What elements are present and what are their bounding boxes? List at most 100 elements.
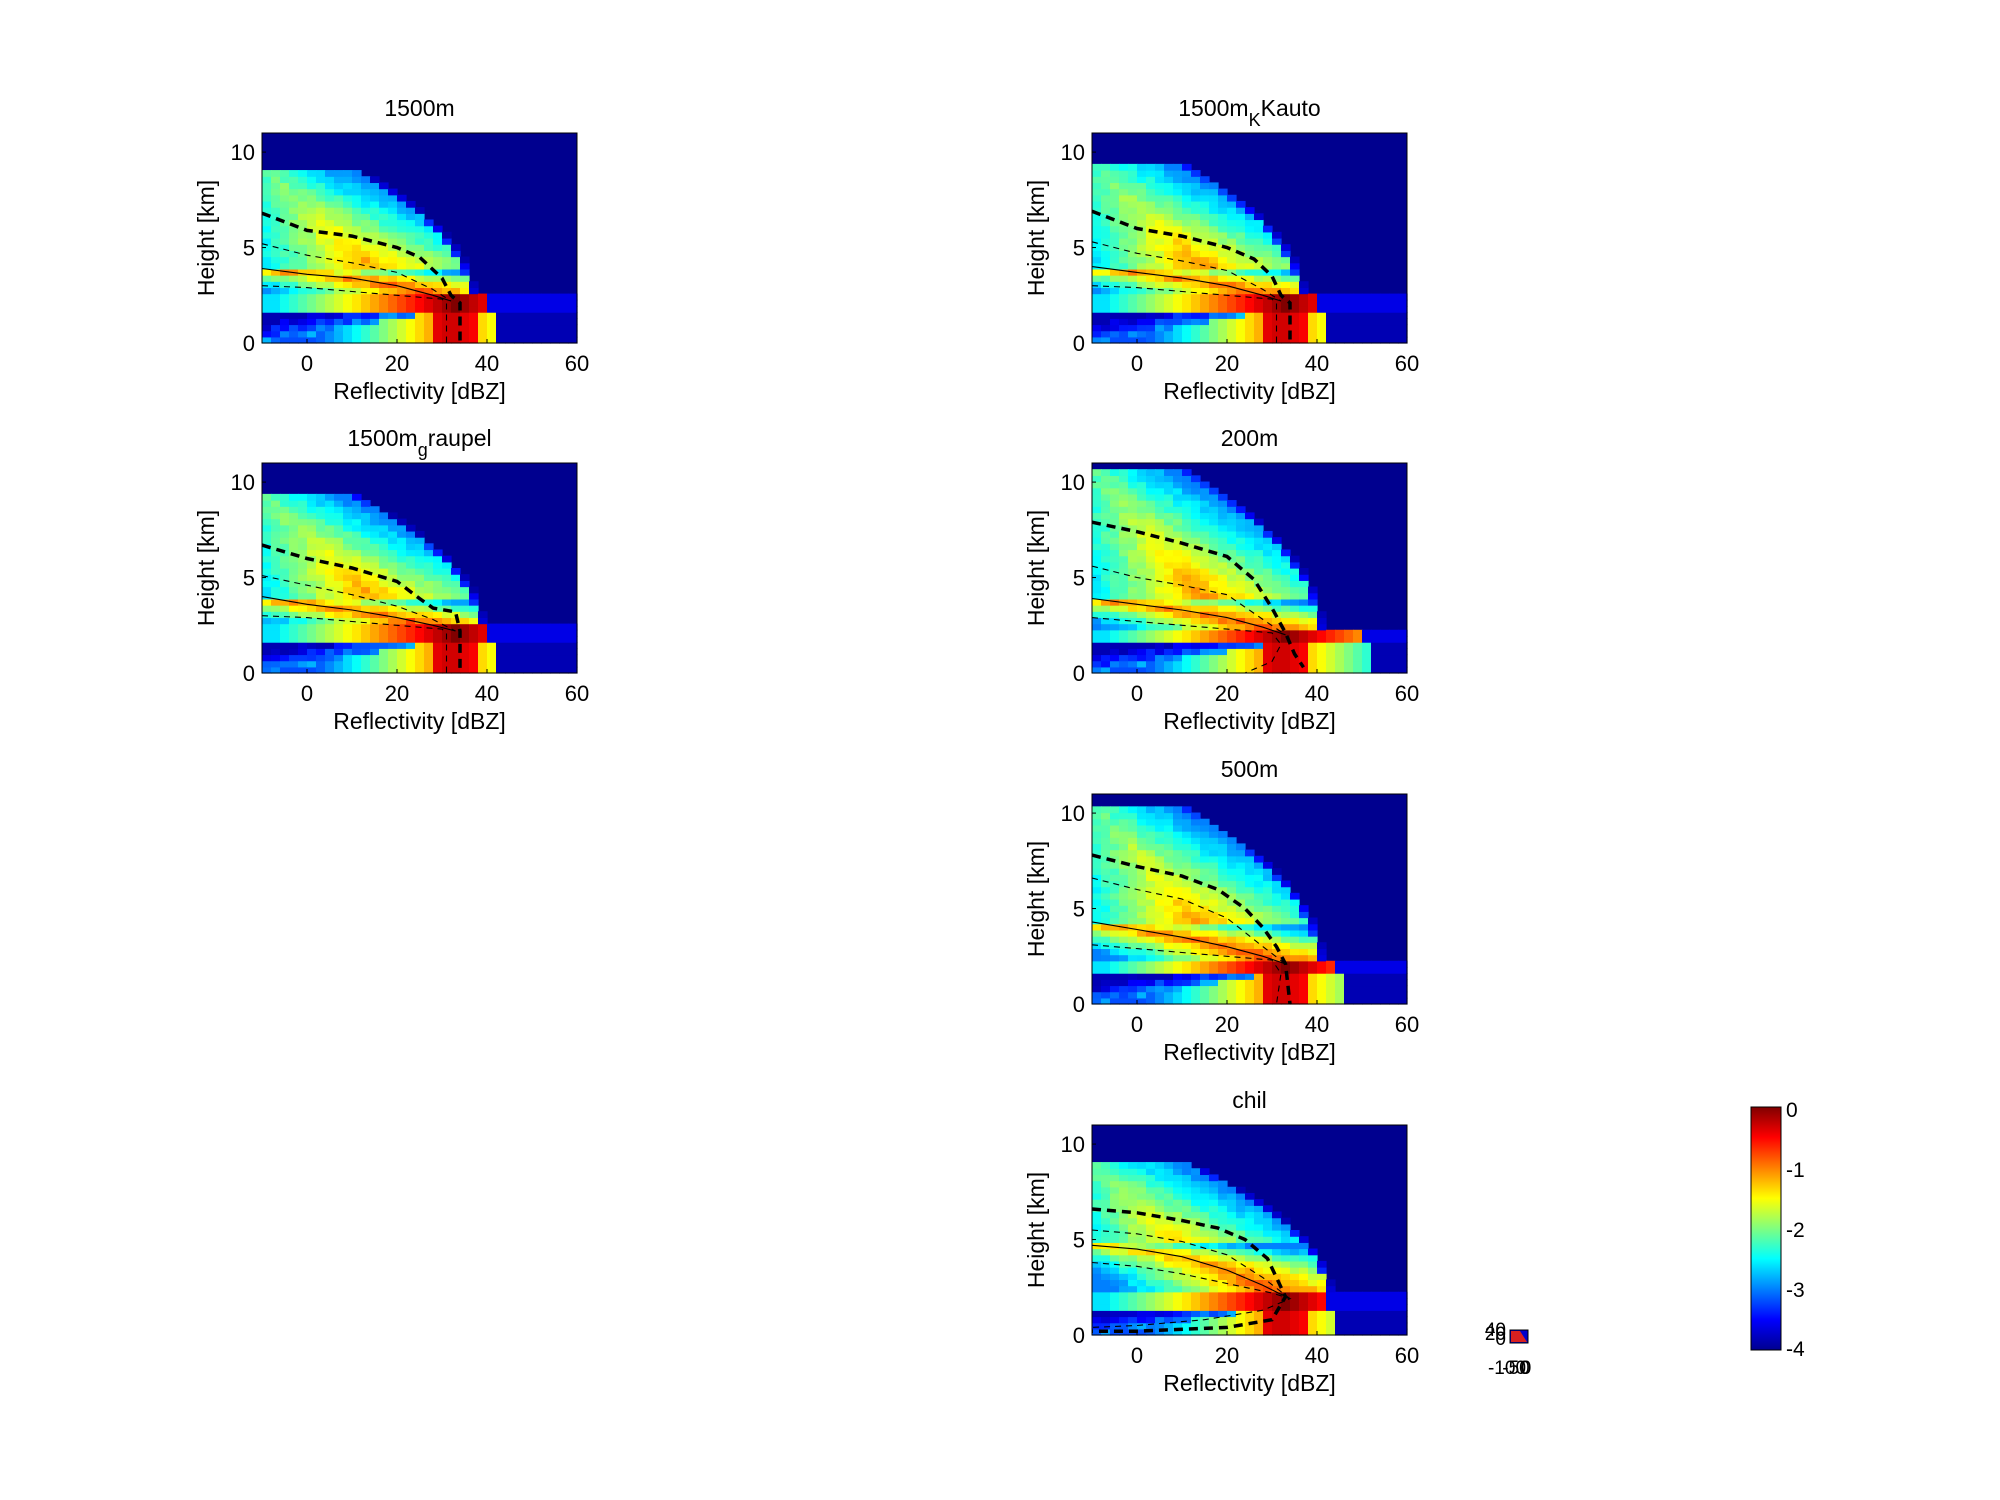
heatmap-cell — [424, 281, 434, 289]
heatmap-cell — [262, 262, 272, 270]
heatmap-cell — [1173, 985, 1183, 993]
heatmap-cell — [1191, 923, 1201, 931]
heatmap-cell — [388, 611, 398, 619]
heatmap-cell — [298, 561, 308, 569]
axes-frame — [261, 132, 578, 344]
heatmap-cell — [1290, 666, 1300, 674]
heatmap-cell — [1200, 985, 1210, 993]
heatmap-cell — [1209, 1285, 1219, 1293]
heatmap-cell — [1317, 979, 1327, 987]
heatmap-cell — [1191, 1199, 1201, 1206]
heatmap-cell — [1092, 305, 1102, 313]
heatmap-cell — [1173, 493, 1183, 501]
heatmap-cell — [343, 592, 353, 600]
heatmap-cell — [1263, 1291, 1273, 1299]
heatmap-cell — [1146, 330, 1156, 338]
heatmap-cell — [1281, 330, 1291, 338]
heatmap-cell — [442, 580, 452, 588]
heatmap-cell — [1218, 318, 1228, 326]
heatmap-cell — [1344, 299, 1354, 307]
heatmap-cell — [1236, 948, 1246, 956]
heatmap-cell — [1245, 960, 1255, 968]
heatmap-cell — [1137, 654, 1147, 662]
heatmap-cell — [1326, 660, 1336, 668]
heatmap-cell — [262, 244, 272, 251]
heatmap-cell — [280, 530, 290, 538]
heatmap-cell — [1218, 256, 1228, 264]
heatmap-cell — [1164, 336, 1174, 344]
heatmap-cell — [1263, 1273, 1273, 1281]
heatmap-cell — [1110, 806, 1120, 814]
heatmap-cell — [1200, 824, 1210, 832]
heatmap-cell — [1236, 666, 1246, 674]
heatmap-cell — [1146, 629, 1156, 637]
heatmap-cell — [388, 275, 398, 282]
axes-frame — [261, 462, 578, 674]
heatmap-cell — [1164, 1174, 1174, 1182]
heatmap-cell — [1308, 1316, 1318, 1324]
heatmap-cell — [271, 318, 281, 326]
subplot-title: 500m — [1221, 756, 1279, 782]
heatmap-cell — [1218, 1186, 1228, 1194]
heatmap-cell — [1101, 281, 1111, 289]
heatmap-cell — [1227, 954, 1237, 962]
heatmap-cell — [1371, 648, 1381, 656]
heatmap-cell — [1290, 1242, 1300, 1250]
heatmap-cell — [397, 543, 407, 551]
heatmap-cell — [442, 330, 452, 338]
heatmap-cell — [1155, 617, 1165, 625]
heatmap-cell — [1191, 991, 1201, 999]
heatmap-cell — [415, 305, 425, 313]
heatmap-cell — [1236, 281, 1246, 289]
heatmap-cell — [1200, 244, 1210, 251]
heatmap-cell — [541, 293, 551, 301]
heatmap-cell — [1218, 954, 1228, 962]
heatmap-cell — [1263, 250, 1273, 258]
heatmap-cell — [1227, 225, 1237, 233]
heatmap-cell — [1164, 170, 1174, 177]
heatmap-cell — [325, 617, 335, 625]
heatmap-cell — [1227, 580, 1237, 588]
heatmap-cell — [442, 250, 452, 258]
percentile-line-p90 — [1091, 853, 1292, 1005]
heatmap-cell — [262, 219, 272, 227]
heatmap-cell — [271, 623, 281, 631]
heatmap-cell — [1101, 500, 1111, 507]
heatmap-cell — [1173, 1211, 1183, 1219]
heatmap-cell — [1254, 299, 1264, 307]
heatmap-cell — [1227, 231, 1237, 239]
heatmap-cell — [1173, 238, 1183, 245]
heatmap-cell — [1344, 312, 1354, 319]
heatmap-cell — [271, 330, 281, 338]
heatmap-cell — [1308, 936, 1318, 943]
heatmap-cell — [1353, 960, 1363, 968]
y-axis-label: Height [km] — [193, 510, 219, 626]
heatmap-cell — [1182, 1174, 1192, 1182]
heatmap-cell — [1245, 1304, 1255, 1311]
heatmap-cell — [334, 611, 344, 619]
heatmap-cell — [1182, 188, 1192, 196]
heatmap-cell — [1272, 275, 1282, 282]
heatmap-cell — [334, 194, 344, 202]
heatmap-cell — [1164, 200, 1174, 208]
heatmap-cell — [1362, 293, 1372, 301]
heatmap-cell — [1245, 886, 1255, 894]
heatmap-cell — [1227, 979, 1237, 987]
heatmap-cell — [1146, 979, 1156, 987]
heatmap-cell — [1110, 1168, 1120, 1176]
heatmap-cell — [271, 561, 281, 569]
heatmap-cell — [1272, 666, 1282, 674]
heatmap-cell — [505, 336, 515, 344]
heatmap-cell — [1272, 617, 1282, 625]
heatmap-cell — [1200, 1285, 1210, 1293]
heatmap-cell — [1137, 250, 1147, 258]
heatmap-cell — [1119, 287, 1129, 295]
heatmap-cell — [1155, 1174, 1165, 1182]
heatmap-cell — [1101, 1168, 1111, 1176]
heatmap-cell — [1137, 1248, 1147, 1256]
heatmap-cell — [352, 268, 362, 276]
heatmap-cell — [1335, 973, 1345, 980]
heatmap-cell — [1398, 991, 1408, 999]
heatmap-cell — [1137, 518, 1147, 526]
heatmap-cell — [1101, 991, 1111, 999]
